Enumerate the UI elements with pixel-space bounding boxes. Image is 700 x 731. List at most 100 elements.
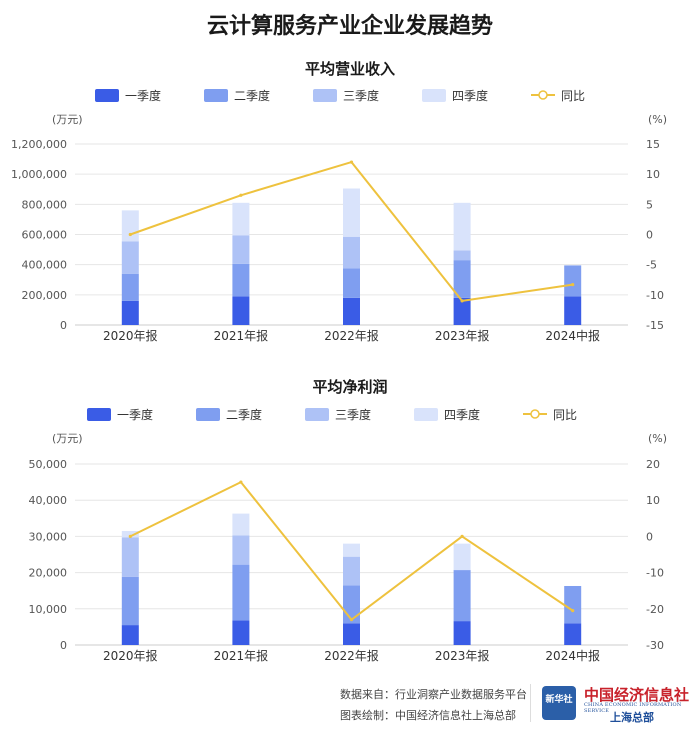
legend-swatch-4 bbox=[414, 408, 438, 421]
bar-segment-1 bbox=[343, 297, 360, 325]
yoy-point bbox=[571, 609, 575, 613]
bar-segment-2 bbox=[343, 268, 360, 298]
y-axis-unit: (万元) bbox=[52, 113, 83, 126]
bar-segment-3 bbox=[232, 535, 250, 565]
y-tick-label: 200,000 bbox=[22, 289, 68, 302]
bar-segment-3 bbox=[343, 236, 360, 269]
y2-tick-label: -10 bbox=[646, 567, 664, 580]
y2-tick-label: -15 bbox=[646, 319, 664, 332]
y-tick-label: 0 bbox=[60, 319, 67, 332]
y2-tick-label: 0 bbox=[646, 530, 653, 543]
legend-swatch-1 bbox=[87, 408, 111, 421]
bar-segment-1 bbox=[564, 623, 582, 645]
yoy-point bbox=[349, 160, 354, 164]
bar-segment-2 bbox=[453, 260, 471, 298]
x-tick-label: 2023年报 bbox=[435, 328, 490, 343]
y-tick-label: 1,200,000 bbox=[11, 138, 67, 151]
x-tick-label: 2021年报 bbox=[214, 328, 269, 343]
legend-label: 四季度 bbox=[444, 407, 480, 422]
bar-segment-1 bbox=[564, 296, 582, 325]
bar-segment-2 bbox=[232, 263, 250, 297]
y-tick-label: 800,000 bbox=[22, 198, 68, 211]
legend-label: 同比 bbox=[561, 89, 585, 103]
bar-segment-2 bbox=[343, 585, 360, 624]
x-tick-label: 2024中报 bbox=[545, 328, 600, 343]
bar-segment-2 bbox=[232, 564, 250, 621]
x-tick-label: 2024中报 bbox=[545, 648, 600, 663]
bar-segment-1 bbox=[343, 623, 360, 645]
bar-segment-3 bbox=[121, 537, 139, 577]
y2-tick-label: 20 bbox=[646, 458, 660, 471]
logo-name: 中国经济信息社 bbox=[584, 686, 690, 704]
legend-label: 同比 bbox=[553, 408, 577, 422]
bar-segment-3 bbox=[121, 241, 139, 274]
legend-swatch-2 bbox=[196, 408, 220, 421]
y-tick-label: 0 bbox=[60, 639, 67, 652]
legend-label: 三季度 bbox=[343, 88, 379, 103]
bar-segment-4 bbox=[453, 202, 471, 251]
legend-label: 二季度 bbox=[226, 407, 262, 422]
logo-badge-text: 新华社 bbox=[545, 695, 573, 705]
legend-label: 四季度 bbox=[452, 88, 488, 103]
bar-segment-2 bbox=[453, 570, 471, 622]
yoy-point bbox=[349, 618, 354, 622]
bar-segment-1 bbox=[453, 621, 471, 645]
x-tick-label: 2022年报 bbox=[324, 328, 379, 343]
x-tick-label: 2022年报 bbox=[324, 648, 379, 663]
legend-swatch-3 bbox=[305, 408, 329, 421]
yoy-point bbox=[571, 282, 575, 287]
bar-segment-3 bbox=[232, 235, 250, 264]
y-tick-label: 40,000 bbox=[29, 494, 68, 507]
logo-sub: 上海总部 bbox=[610, 711, 654, 724]
y-tick-label: 10,000 bbox=[29, 603, 68, 616]
y2-tick-label: 0 bbox=[646, 229, 653, 242]
x-tick-label: 2020年报 bbox=[103, 328, 158, 343]
bar-segment-1 bbox=[232, 296, 250, 325]
legend-label: 一季度 bbox=[117, 407, 153, 422]
x-tick-label: 2020年报 bbox=[103, 648, 158, 663]
bar-segment-2 bbox=[121, 273, 139, 301]
bar-segment-2 bbox=[564, 585, 582, 624]
bar-segment-4 bbox=[232, 513, 250, 536]
bar-segment-4 bbox=[453, 543, 471, 571]
legend-swatch-2 bbox=[204, 89, 228, 102]
bar-segment-4 bbox=[343, 188, 360, 237]
legend-line-marker bbox=[530, 409, 540, 419]
logo-english: CHINA ECONOMIC INFORMATION SERVICE bbox=[584, 702, 682, 714]
y2-axis-unit: (%) bbox=[648, 432, 667, 445]
y2-tick-label: 5 bbox=[646, 198, 653, 211]
yoy-point bbox=[128, 534, 132, 539]
bar-segment-4 bbox=[232, 202, 250, 236]
y-tick-label: 50,000 bbox=[29, 458, 68, 471]
x-tick-label: 2023年报 bbox=[435, 648, 490, 663]
bar-segment-3 bbox=[453, 250, 471, 261]
chart-credit-note: 图表绘制：中国经济信息社上海总部 bbox=[340, 709, 516, 722]
legend-swatch-3 bbox=[313, 89, 337, 102]
bar-segment-3 bbox=[343, 556, 360, 586]
y2-tick-label: 10 bbox=[646, 168, 660, 181]
yoy-point bbox=[239, 480, 243, 484]
y-tick-label: 20,000 bbox=[29, 567, 68, 580]
legend-line-marker bbox=[538, 90, 548, 100]
legend-swatch-4 bbox=[422, 89, 446, 102]
legend-swatch-1 bbox=[95, 89, 119, 102]
x-tick-label: 2021年报 bbox=[214, 648, 269, 663]
y2-tick-label: 10 bbox=[646, 494, 660, 507]
y2-tick-label: -10 bbox=[646, 289, 664, 302]
chart-2-title: 平均净利润 bbox=[312, 378, 388, 396]
y2-tick-label: 15 bbox=[646, 138, 660, 151]
bar-segment-1 bbox=[121, 300, 139, 325]
y2-tick-label: -20 bbox=[646, 603, 664, 616]
data-source-note: 数据来自：行业洞察产业数据服务平台 bbox=[340, 688, 527, 701]
legend-label: 一季度 bbox=[125, 88, 161, 103]
bar-segment-4 bbox=[343, 543, 360, 557]
y-tick-label: 600,000 bbox=[22, 229, 68, 242]
xinhua-logo-badge: 新华社 bbox=[542, 686, 576, 720]
footer-divider bbox=[530, 684, 531, 722]
y2-axis-unit: (%) bbox=[648, 113, 667, 126]
bar-segment-2 bbox=[121, 576, 139, 626]
yoy-point bbox=[460, 534, 464, 539]
bar-segment-1 bbox=[232, 620, 250, 645]
